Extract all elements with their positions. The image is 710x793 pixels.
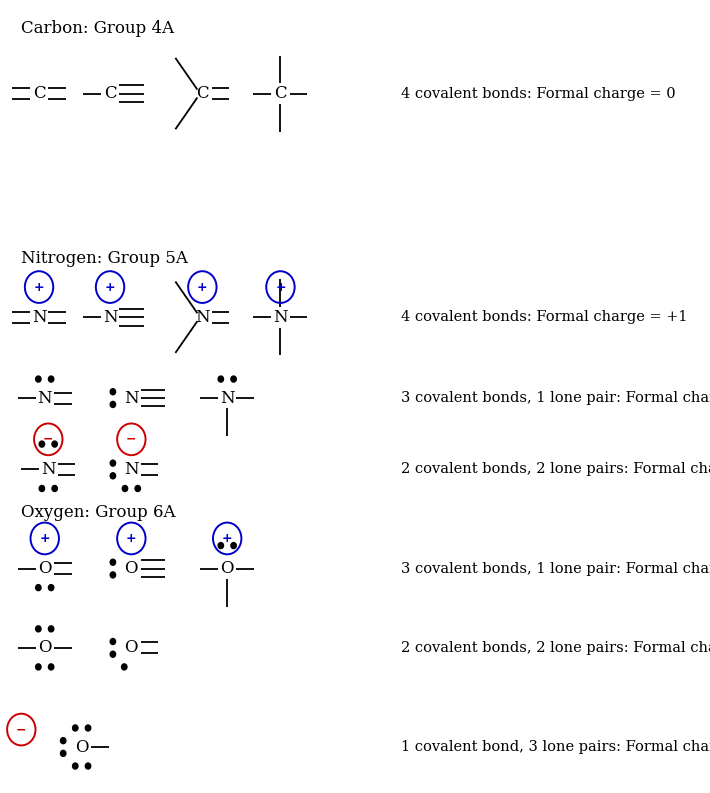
Text: 3 covalent bonds, 1 lone pair: Formal charge = +1: 3 covalent bonds, 1 lone pair: Formal ch…	[401, 561, 710, 576]
Circle shape	[60, 750, 66, 757]
Text: 2 covalent bonds, 2 lone pairs: Formal charge = 0: 2 covalent bonds, 2 lone pairs: Formal c…	[401, 641, 710, 655]
Text: +: +	[126, 532, 136, 545]
Text: O: O	[38, 560, 52, 577]
Text: 4 covalent bonds: Formal charge = 0: 4 covalent bonds: Formal charge = 0	[401, 86, 676, 101]
Text: +: +	[222, 532, 232, 545]
Text: N: N	[38, 389, 52, 407]
Text: O: O	[124, 560, 138, 577]
Circle shape	[39, 485, 45, 492]
Circle shape	[218, 542, 224, 549]
Text: +: +	[197, 281, 207, 293]
Circle shape	[48, 626, 54, 632]
Circle shape	[36, 664, 41, 670]
Text: O: O	[38, 639, 52, 657]
Text: N: N	[273, 308, 288, 326]
Circle shape	[60, 737, 66, 744]
Text: C: C	[274, 85, 287, 102]
Circle shape	[231, 542, 236, 549]
Circle shape	[72, 725, 78, 731]
Circle shape	[85, 763, 91, 769]
Circle shape	[110, 460, 116, 466]
Text: N: N	[124, 389, 138, 407]
Circle shape	[48, 584, 54, 591]
Circle shape	[218, 376, 224, 382]
Circle shape	[110, 473, 116, 479]
Text: Carbon: Group 4A: Carbon: Group 4A	[21, 20, 175, 36]
Circle shape	[110, 638, 116, 645]
Text: 4 covalent bonds: Formal charge = +1: 4 covalent bonds: Formal charge = +1	[401, 310, 688, 324]
Text: C: C	[104, 85, 116, 102]
Text: O: O	[75, 738, 89, 756]
Circle shape	[48, 376, 54, 382]
Circle shape	[36, 584, 41, 591]
Text: C: C	[33, 85, 45, 102]
Circle shape	[52, 441, 58, 447]
Text: O: O	[124, 639, 138, 657]
Text: Oxygen: Group 6A: Oxygen: Group 6A	[21, 504, 176, 520]
Circle shape	[231, 376, 236, 382]
Circle shape	[39, 441, 45, 447]
Circle shape	[72, 763, 78, 769]
Circle shape	[135, 485, 141, 492]
Circle shape	[110, 401, 116, 408]
Circle shape	[36, 626, 41, 632]
Text: N: N	[195, 308, 209, 326]
Text: 2 covalent bonds, 2 lone pairs: Formal charge = −1: 2 covalent bonds, 2 lone pairs: Formal c…	[401, 462, 710, 477]
Text: Nitrogen: Group 5A: Nitrogen: Group 5A	[21, 250, 188, 266]
Text: −: −	[16, 723, 26, 736]
Circle shape	[85, 725, 91, 731]
Text: N: N	[32, 308, 46, 326]
Text: N: N	[41, 461, 55, 478]
Text: N: N	[220, 389, 234, 407]
Text: N: N	[103, 308, 117, 326]
Circle shape	[52, 485, 58, 492]
Text: +: +	[40, 532, 50, 545]
Circle shape	[110, 651, 116, 657]
Circle shape	[36, 376, 41, 382]
Circle shape	[121, 664, 127, 670]
Text: 3 covalent bonds, 1 lone pair: Formal charge = 0: 3 covalent bonds, 1 lone pair: Formal ch…	[401, 391, 710, 405]
Circle shape	[122, 485, 128, 492]
Text: +: +	[34, 281, 44, 293]
Circle shape	[110, 572, 116, 578]
Text: C: C	[196, 85, 209, 102]
Text: N: N	[124, 461, 138, 478]
Text: +: +	[275, 281, 285, 293]
Text: 1 covalent bond, 3 lone pairs: Formal charge = −1: 1 covalent bond, 3 lone pairs: Formal ch…	[401, 740, 710, 754]
Circle shape	[110, 559, 116, 565]
Circle shape	[110, 389, 116, 395]
Circle shape	[48, 664, 54, 670]
Text: −: −	[126, 433, 136, 446]
Text: −: −	[43, 433, 53, 446]
Text: O: O	[220, 560, 234, 577]
Text: +: +	[105, 281, 115, 293]
